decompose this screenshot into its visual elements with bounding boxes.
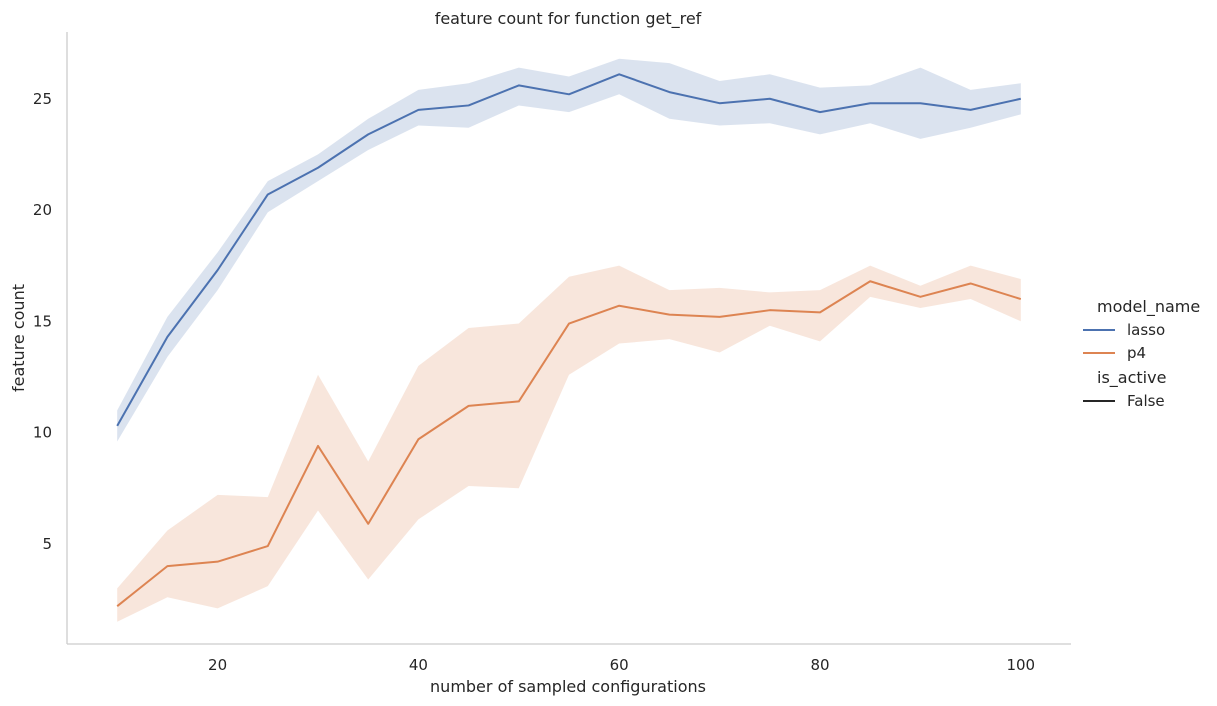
legend: model_name lasso p4 is_active False — [1083, 297, 1200, 410]
y-tick-label: 25 — [33, 90, 52, 108]
legend-style-title: is_active — [1097, 368, 1166, 388]
legend-label-lasso: lasso — [1127, 321, 1165, 339]
y-tick-label: 15 — [33, 312, 52, 330]
x-tick-label: 80 — [810, 656, 829, 674]
legend-hue-title: model_name — [1097, 297, 1200, 317]
x-tick-label: 40 — [409, 656, 428, 674]
x-tick-label: 100 — [1006, 656, 1035, 674]
x-tick-label: 20 — [208, 656, 227, 674]
series-lines — [116, 73, 1022, 607]
x-tick-labels: 20 40 60 80 100 — [208, 656, 1035, 674]
ci-band-p4 — [117, 265, 1021, 622]
y-tick-label: 10 — [33, 424, 52, 442]
legend-label-p4: p4 — [1127, 344, 1146, 362]
confidence-bands — [117, 58, 1021, 622]
legend-label-false: False — [1127, 392, 1165, 410]
y-tick-label: 5 — [42, 535, 52, 553]
y-axis-title: feature count — [9, 284, 28, 392]
y-tick-label: 20 — [33, 201, 52, 219]
x-axis-title: number of sampled configurations — [430, 677, 706, 696]
x-tick-label: 60 — [610, 656, 629, 674]
series-line-p4 — [116, 280, 1022, 607]
ci-band-lasso — [117, 58, 1021, 442]
chart-title: feature count for function get_ref — [435, 9, 702, 29]
series-line-lasso — [116, 73, 1022, 427]
y-tick-labels: 5 10 15 20 25 — [33, 90, 52, 553]
